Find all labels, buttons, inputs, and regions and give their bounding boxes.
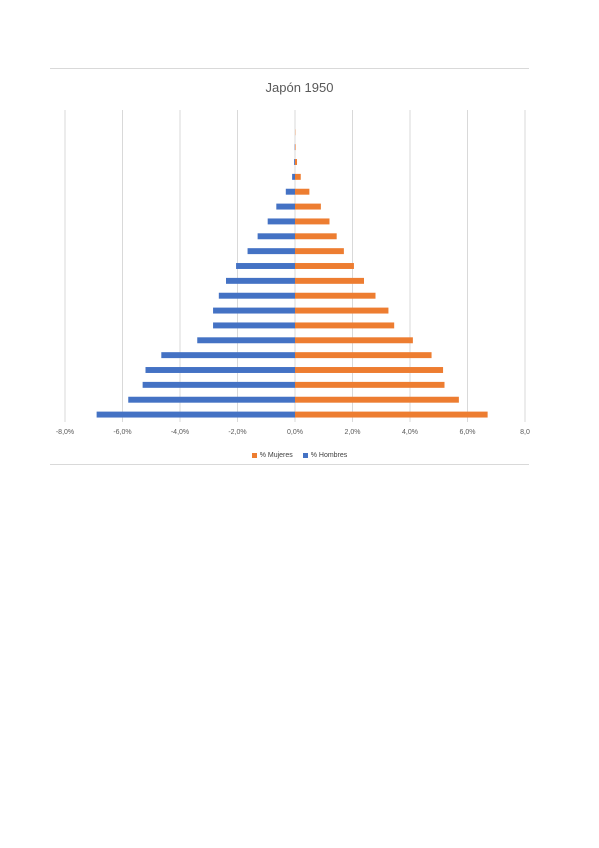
- bar-hombres: [267, 218, 295, 225]
- chart-top-border: [50, 68, 529, 69]
- bar-mujeres: [295, 277, 364, 284]
- x-tick-label: 8,0: [520, 429, 530, 436]
- legend-label-mujeres: % Mujeres: [259, 452, 293, 459]
- bar-hombres: [96, 411, 295, 418]
- legend-item-hombres: % Hombres: [302, 452, 348, 459]
- x-tick-label: 2,0%: [345, 429, 361, 436]
- bar-hombres: [292, 173, 295, 180]
- bar-hombres: [161, 352, 295, 359]
- legend-item-mujeres: % Mujeres: [251, 452, 293, 459]
- bar-mujeres: [295, 307, 389, 314]
- bar-hombres: [276, 203, 295, 210]
- x-tick-label: -2,0%: [228, 429, 246, 436]
- bar-mujeres: [295, 248, 344, 255]
- chart-bottom-border: [50, 464, 529, 465]
- bar-mujeres: [295, 411, 488, 418]
- x-tick-label: -8,0%: [56, 429, 74, 436]
- bar-hombres: [218, 292, 295, 299]
- bar-hombres: [257, 233, 295, 240]
- bar-mujeres: [295, 367, 444, 373]
- bar-mujeres: [295, 292, 376, 299]
- bar-mujeres: [295, 218, 330, 225]
- bar-mujeres: [295, 159, 298, 165]
- bar-hombres: [247, 248, 295, 255]
- bar-hombres: [145, 367, 295, 373]
- x-tick-label: -6,0%: [113, 429, 131, 436]
- legend-label-hombres: % Hombres: [310, 452, 348, 459]
- legend-swatch-hombres: [302, 453, 308, 458]
- bar-hombres: [197, 337, 295, 344]
- x-tick-label: -4,0%: [171, 429, 189, 436]
- bar-hombres: [236, 263, 295, 269]
- bar-mujeres: [295, 352, 432, 359]
- bar-hombres: [213, 307, 295, 314]
- bar-hombres: [226, 277, 295, 284]
- bar-hombres: [213, 322, 295, 329]
- bar-mujeres: [295, 144, 296, 151]
- x-tick-label: 4,0%: [402, 429, 418, 436]
- bar-mujeres: [295, 263, 354, 269]
- bar-hombres: [142, 381, 295, 388]
- bar-mujeres: [295, 173, 301, 180]
- bar-mujeres: [295, 203, 321, 210]
- bar-hombres: [294, 159, 295, 165]
- legend-swatch-mujeres: [251, 453, 257, 458]
- bar-mujeres: [295, 188, 310, 195]
- bar-hombres: [128, 396, 295, 403]
- chart-legend: % Mujeres % Hombres: [0, 452, 599, 459]
- bar-mujeres: [295, 233, 337, 240]
- bar-mujeres: [295, 396, 459, 403]
- x-tick-label: 0,0%: [287, 429, 303, 436]
- bar-mujeres: [295, 322, 395, 329]
- bar-mujeres: [295, 381, 445, 388]
- bar-hombres: [285, 188, 295, 195]
- chart-title: Japón 1950: [265, 80, 334, 95]
- x-tick-label: 6,0%: [460, 429, 476, 436]
- bar-mujeres: [295, 337, 413, 344]
